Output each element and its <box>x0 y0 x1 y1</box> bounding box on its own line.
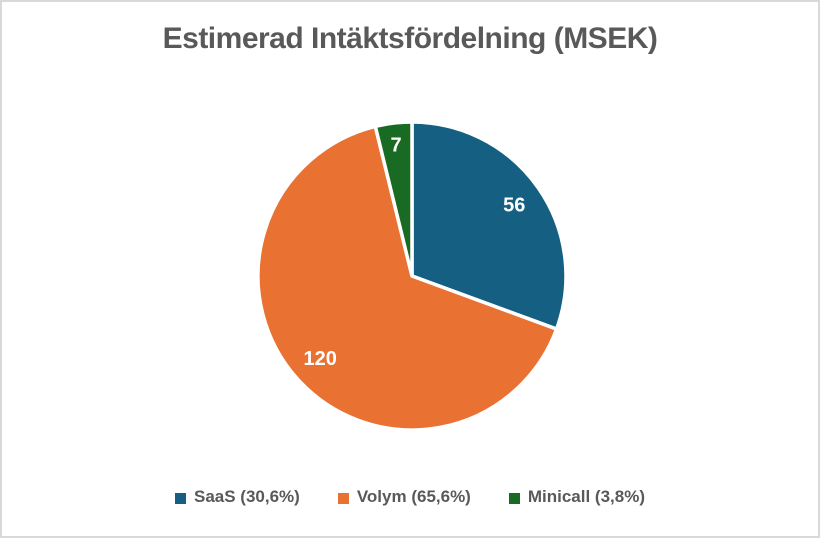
legend-swatch-volym-icon <box>337 492 349 504</box>
legend-swatch-minicall-icon <box>508 492 520 504</box>
legend-label-volym: Volym (65,6%) <box>356 487 471 506</box>
legend-item-minicall[interactable]: Minicall (3,8%) <box>508 487 645 507</box>
legend-item-volym[interactable]: Volym (65,6%) <box>337 487 471 507</box>
chart-title: Estimerad Intäktsfördelning (MSEK) <box>162 22 658 55</box>
legend-item-saas[interactable]: SaaS (30,6%) <box>175 487 300 507</box>
data-label-minicall: 7 <box>391 135 402 157</box>
legend-label-saas: SaaS (30,6%) <box>194 487 300 506</box>
pie-slice-volym[interactable] <box>256 124 559 432</box>
legend-label-minicall: Minicall (3,8%) <box>527 487 645 506</box>
pie-slice-minicall[interactable] <box>373 120 414 278</box>
data-label-volym: 120 <box>304 348 337 370</box>
pie-slice-saas[interactable] <box>410 120 568 331</box>
legend-swatch-saas-icon <box>175 492 186 504</box>
chart-legend: SaaS (30,6%) Volym (65,6%) Minicall (3,8… <box>2 487 818 507</box>
pie-plot-area: 56 120 7 <box>245 109 579 443</box>
pie-chart: 56 120 7 <box>256 120 568 432</box>
data-label-saas: 56 <box>503 195 525 217</box>
